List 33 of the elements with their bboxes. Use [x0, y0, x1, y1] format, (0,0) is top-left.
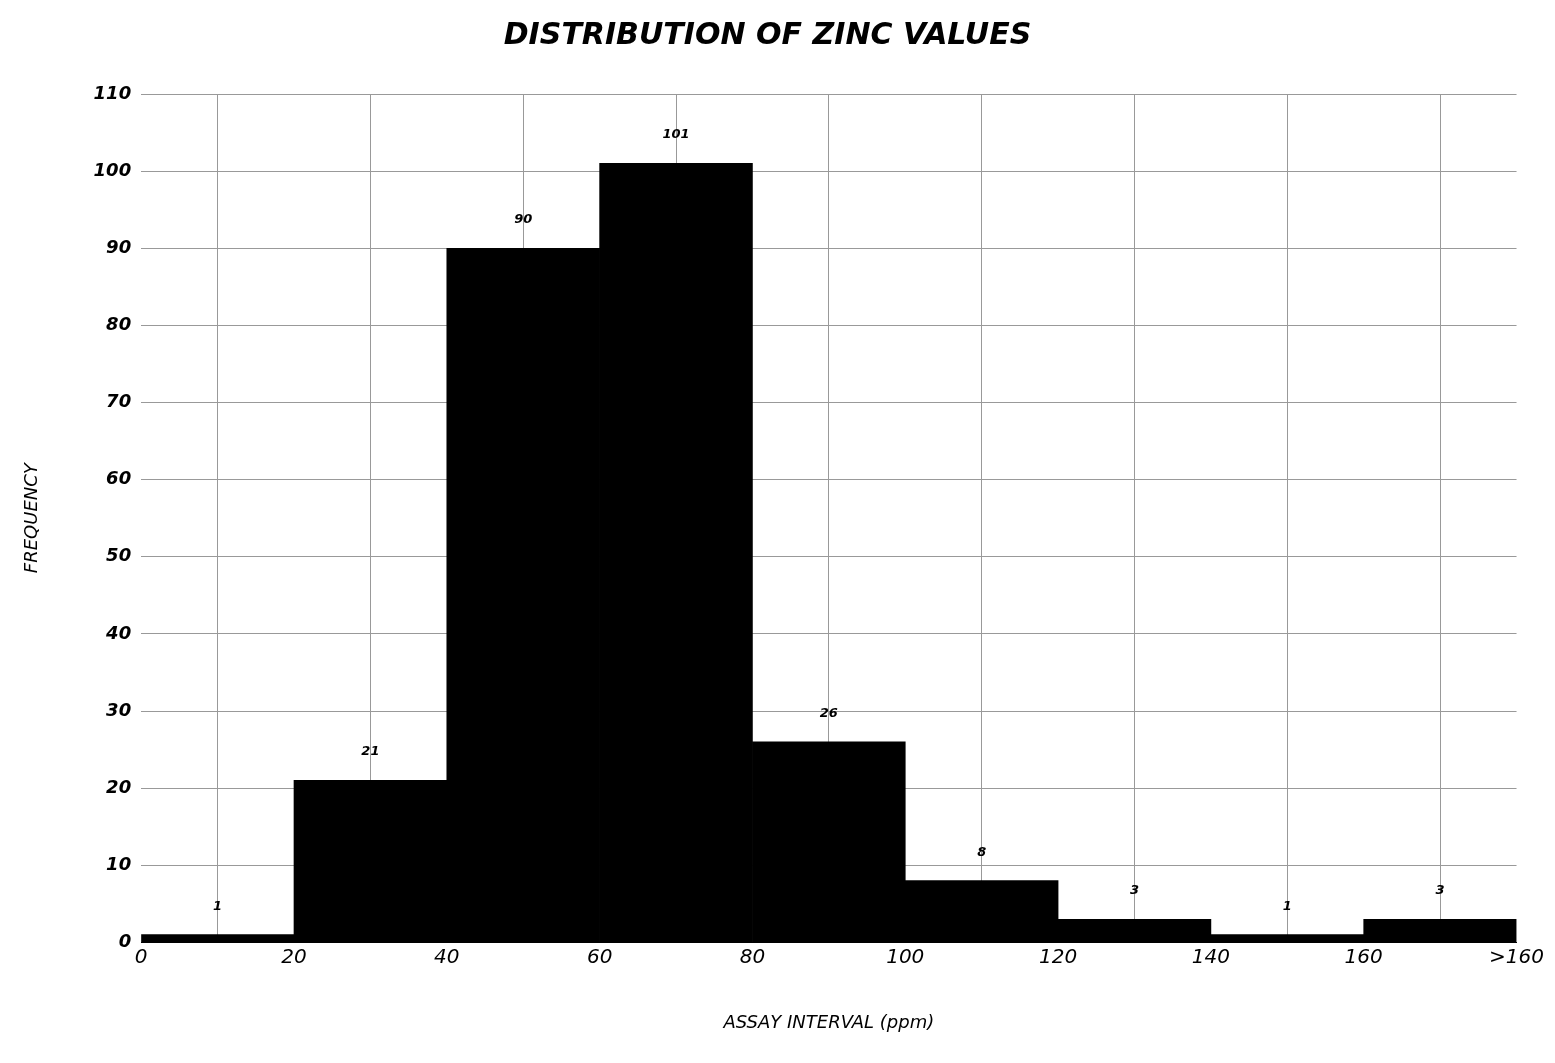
data-label: 90 [514, 211, 533, 227]
y-tick-label: 10 [106, 852, 132, 874]
y-tick-label: 100 [93, 158, 132, 180]
x-tick-label: 60 [586, 943, 613, 968]
data-label: 3 [1435, 882, 1445, 898]
data-label: 8 [977, 843, 987, 859]
x-tick-label: 100 [886, 943, 925, 968]
y-tick-label: 110 [93, 81, 132, 103]
chart-title: DISTRIBUTION OF ZINC VALUES [503, 15, 1032, 51]
y-axis-title: FREQUENCY [20, 461, 42, 574]
x-axis-title: ASSAY INTERVAL (ppm) [722, 1010, 935, 1032]
data-label: 21 [361, 743, 380, 759]
data-label: 3 [1129, 882, 1140, 898]
y-tick-label: 40 [105, 621, 132, 643]
data-label: 101 [662, 126, 690, 142]
x-tick-label: 160 [1344, 943, 1383, 968]
x-tick-label: 80 [739, 943, 766, 968]
y-tick-label: 50 [106, 544, 132, 566]
x-tick-label: 40 [434, 943, 460, 968]
data-label: 1 [213, 897, 223, 913]
y-tick-label: 70 [106, 390, 132, 412]
y-tick-label: 80 [106, 313, 132, 335]
y-tick-label: 20 [106, 775, 132, 797]
x-tick-label: 0 [134, 943, 148, 968]
x-tick-label: 140 [1191, 943, 1230, 968]
data-label: 26 [819, 704, 838, 720]
y-tick-label: 90 [106, 235, 132, 257]
y-tick-label: 30 [106, 698, 132, 720]
x-tick-label: 120 [1038, 943, 1078, 968]
x-tick-label: 20 [281, 943, 307, 968]
x-tick-label: >160 [1489, 943, 1544, 968]
data-label: 1 [1282, 897, 1292, 913]
y-tick-label: 60 [106, 467, 132, 489]
